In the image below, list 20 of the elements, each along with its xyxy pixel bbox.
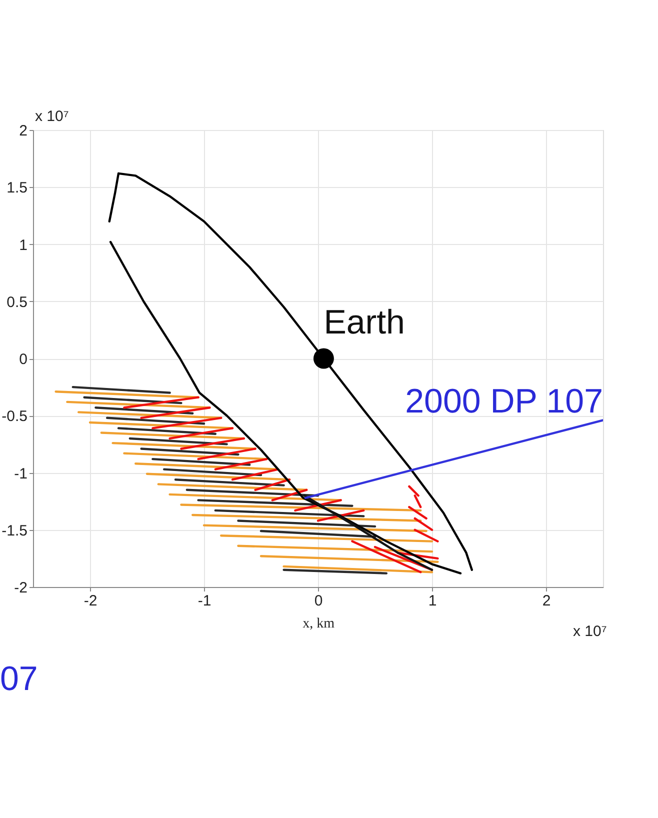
y-tick-label: 1.5	[6, 180, 28, 197]
x-tick-label: 2	[542, 592, 551, 610]
y-tick-label: -0.5	[2, 408, 28, 426]
x-axis-title: x, km	[302, 616, 335, 632]
x-tick-label: -1	[198, 592, 212, 610]
text: 07	[0, 660, 38, 698]
x-tick-label: -2	[84, 592, 98, 610]
annotation: Earth	[324, 304, 405, 342]
y-tick-label: 0	[19, 351, 28, 368]
x-tick-label: 1	[428, 592, 437, 610]
y-tick-label: 1	[19, 236, 28, 254]
annotation: 2000 DP 107	[405, 382, 603, 420]
y-tick-label: -1.5	[2, 522, 28, 540]
x-tick-label: 0	[314, 592, 323, 610]
text: x 10⁷	[35, 108, 69, 125]
y-tick-label: -2	[14, 580, 28, 596]
y-tick-label: -1	[14, 465, 28, 482]
y-tick-label: 2	[19, 122, 28, 140]
text: x 10⁷	[573, 623, 607, 640]
y-tick-label: 0.5	[6, 294, 28, 311]
